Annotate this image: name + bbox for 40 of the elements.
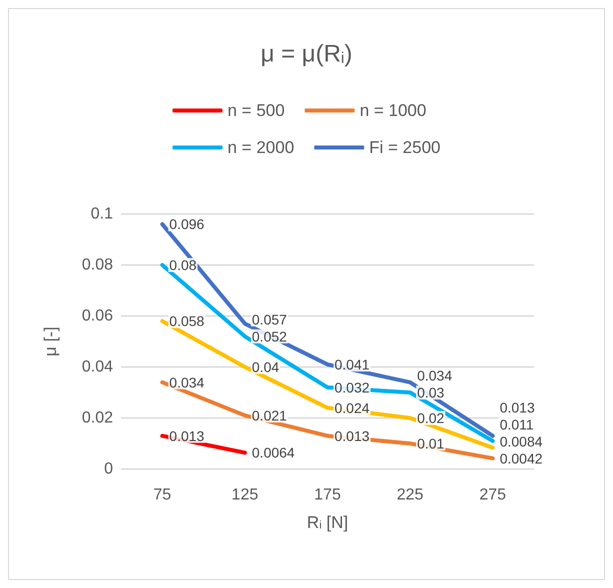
x-tick-label: 225 <box>396 486 424 504</box>
x-tick-label: 125 <box>232 486 258 504</box>
chart-title: μ = μ(Ri) <box>260 40 352 68</box>
data-label: 0.052 <box>252 328 288 344</box>
data-label: 0.013 <box>500 399 535 416</box>
data-label: 0.01 <box>417 436 445 452</box>
x-tick-label: 75 <box>153 486 172 504</box>
x-tick-label: 275 <box>479 486 506 504</box>
y-tick-label: 0.02 <box>82 410 114 426</box>
data-label: 0.058 <box>169 313 205 330</box>
data-label: 0.021 <box>252 407 288 424</box>
data-label: 0.034 <box>417 368 452 384</box>
data-label: 0.0064 <box>252 444 295 461</box>
data-label: 0.057 <box>252 311 288 328</box>
data-label: 0.034 <box>169 374 205 390</box>
y-axis-title: μ [-] <box>41 326 60 356</box>
y-tick-label: 0.06 <box>82 308 114 324</box>
data-label: 0.02 <box>417 410 445 426</box>
data-label: 0.04 <box>252 359 280 375</box>
data-label: 0.0042 <box>500 450 543 466</box>
data-label: 0.08 <box>169 257 197 273</box>
data-label: 0.032 <box>334 379 370 396</box>
data-label: 0.011 <box>500 416 534 432</box>
data-label: 0.03 <box>417 384 445 400</box>
data-label: 0.024 <box>334 400 370 416</box>
data-label: 0.013 <box>334 428 370 444</box>
y-tick-label: 0.04 <box>82 358 114 376</box>
y-tick-label: 0.08 <box>82 256 114 274</box>
data-label: 0.013 <box>169 428 205 444</box>
legend-label: n = 500 <box>228 101 285 120</box>
y-tick-label: 0 <box>104 460 114 478</box>
y-tick-label: 0.1 <box>90 206 114 222</box>
legend-label: Fi = 2500 <box>369 138 441 157</box>
data-label: 0.041 <box>334 356 370 372</box>
legend-label: n = 2000 <box>228 138 294 157</box>
x-axis-title: Ri [N] <box>306 513 348 532</box>
legend-label: n = 1000 <box>360 101 426 120</box>
data-label: 0.0084 <box>500 433 543 450</box>
x-tick-label: 175 <box>314 486 341 504</box>
data-label: 0.096 <box>169 216 205 232</box>
